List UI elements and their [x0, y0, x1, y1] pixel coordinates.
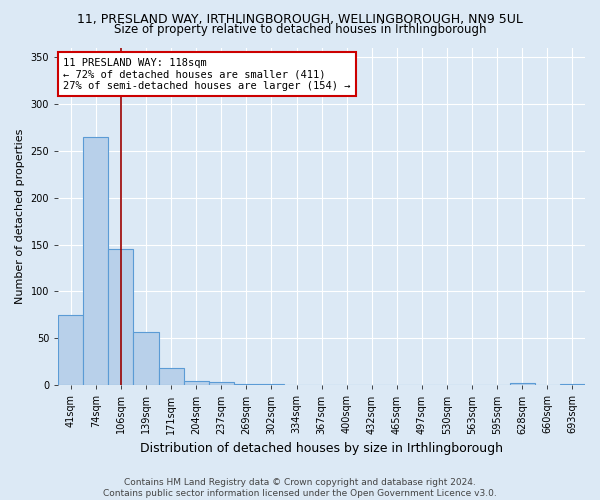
Bar — [58, 315, 83, 386]
Text: Size of property relative to detached houses in Irthlingborough: Size of property relative to detached ho… — [114, 22, 486, 36]
Bar — [158, 368, 184, 386]
Bar — [133, 332, 158, 386]
Bar — [209, 382, 234, 386]
Bar — [234, 384, 259, 386]
Y-axis label: Number of detached properties: Number of detached properties — [15, 128, 25, 304]
Bar — [510, 384, 535, 386]
Bar — [83, 136, 109, 386]
Bar — [560, 384, 585, 386]
Bar — [259, 384, 284, 386]
Text: Contains HM Land Registry data © Crown copyright and database right 2024.
Contai: Contains HM Land Registry data © Crown c… — [103, 478, 497, 498]
Text: 11, PRESLAND WAY, IRTHLINGBOROUGH, WELLINGBOROUGH, NN9 5UL: 11, PRESLAND WAY, IRTHLINGBOROUGH, WELLI… — [77, 12, 523, 26]
Bar — [109, 249, 133, 386]
X-axis label: Distribution of detached houses by size in Irthlingborough: Distribution of detached houses by size … — [140, 442, 503, 455]
Bar — [184, 380, 209, 386]
Text: 11 PRESLAND WAY: 118sqm
← 72% of detached houses are smaller (411)
27% of semi-d: 11 PRESLAND WAY: 118sqm ← 72% of detache… — [64, 58, 351, 91]
